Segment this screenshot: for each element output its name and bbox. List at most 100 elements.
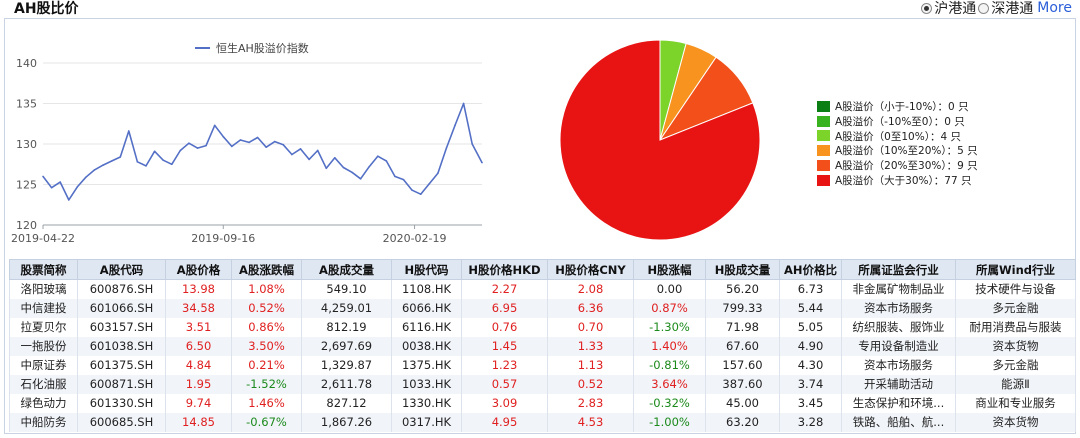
table-cell: 3.64% [633, 374, 706, 394]
column-header[interactable]: AH价格比 [779, 259, 842, 280]
table-cell: 1,329.87 [301, 355, 392, 375]
table-row[interactable]: 中原证券 601375.SH 4.84 0.21% 1,329.87 1375.HK 1.2… [9, 355, 1076, 375]
data-point [273, 140, 276, 143]
premium-distribution-pie-chart [559, 39, 761, 241]
table-cell[interactable]: 石化油服 [9, 374, 78, 394]
data-point [188, 142, 190, 144]
table-cell[interactable]: 0317.HK [391, 412, 462, 432]
table-cell[interactable]: 0038.HK [391, 336, 462, 356]
table-cell[interactable]: 603157.SH [77, 317, 166, 337]
legend-swatch [817, 100, 830, 112]
table-cell: 0.52% [231, 298, 302, 318]
table-cell: 2.08 [547, 279, 634, 299]
x-tick-label: 2019-09-16 [191, 232, 255, 245]
column-header[interactable]: H股代码 [391, 259, 462, 280]
table-cell: 67.60 [705, 336, 780, 356]
pie-slice[interactable] [559, 39, 761, 241]
table-cell: 56.20 [705, 279, 780, 299]
legend-item[interactable]: A股溢价（0至10%）：4 只 [817, 129, 978, 144]
data-point [162, 159, 164, 161]
table-row[interactable]: 中信建投 601066.SH 34.58 0.52% 4,259.01 6066.HK 6.… [9, 298, 1076, 318]
legend-label: A股溢价（大于30%）：77 只 [835, 174, 972, 187]
table-cell: 资本市场服务 [841, 355, 956, 375]
data-point [42, 175, 44, 178]
column-header[interactable]: 股票简称 [9, 259, 78, 280]
legend-item[interactable]: A股溢价（小于-10%）：0 只 [817, 99, 978, 114]
table-cell: 3.51 [165, 317, 232, 337]
table-header-row: 股票简称 A股代码 A股价格 A股涨跌幅 A股成交量 H股代码 H股价格HKD H股价格CNY… [9, 259, 1076, 280]
table-cell[interactable]: 1330.HK [391, 393, 462, 413]
table-cell[interactable]: 600876.SH [77, 279, 166, 299]
table-cell[interactable]: 1108.HK [391, 279, 462, 299]
data-point [359, 178, 362, 180]
legend-label: A股溢价（10%至20%）：5 只 [835, 145, 978, 158]
table-cell: 1,867.26 [301, 412, 392, 432]
table-cell[interactable]: 1375.HK [391, 355, 462, 375]
legend-item[interactable]: A股溢价（10%至20%）：5 只 [817, 143, 978, 158]
table-row[interactable]: 一拖股份 601038.SH 6.50 3.50% 2,697.69 0038.HK 1.4… [9, 336, 1076, 356]
table-row[interactable]: 拉夏贝尔 603157.SH 3.51 0.86% 812.19 6116.HK 0.76 0… [9, 317, 1076, 337]
table-row[interactable]: 绿色动力 601330.SH 9.74 1.46% 827.12 1330.HK 3.09 2… [9, 393, 1076, 413]
radio-unselected-icon[interactable] [978, 2, 990, 14]
legend-item[interactable]: A股溢价（20%至30%）：9 只 [817, 158, 978, 173]
table-row[interactable]: 石化油服 600871.SH 1.95 -1.52% 2,611.78 1033.HK 0.… [9, 374, 1076, 394]
table-row[interactable]: 洛阳玻璃 600876.SH 13.98 1.08% 549.10 1108.HK 2.27… [9, 279, 1076, 299]
data-point [205, 144, 207, 147]
data-point [239, 139, 242, 141]
table-cell[interactable]: 1033.HK [391, 374, 462, 394]
table-cell: 0.21% [231, 355, 302, 375]
table-cell[interactable]: 6116.HK [391, 317, 462, 337]
line-legend-label: 恒生AH股溢价指数 [216, 41, 309, 55]
table-cell[interactable]: 中船防务 [9, 412, 78, 432]
legend-item[interactable]: A股溢价（-10%至0）：0 只 [817, 114, 978, 129]
radio-selected-icon[interactable] [921, 2, 933, 14]
table-cell[interactable]: 拉夏贝尔 [9, 317, 78, 337]
column-header[interactable]: H股涨幅 [633, 259, 706, 280]
data-point [59, 181, 61, 183]
radio-shanghai-connect[interactable]: 沪港通 [921, 0, 976, 18]
column-header[interactable]: A股涨跌幅 [231, 259, 302, 280]
more-link[interactable]: More [1037, 0, 1072, 16]
data-point [76, 186, 79, 188]
data-point [153, 150, 156, 153]
legend-label: A股溢价（小于-10%）：0 只 [835, 100, 969, 113]
table-cell[interactable]: 6066.HK [391, 298, 462, 318]
column-header[interactable]: A股代码 [77, 259, 166, 280]
table-cell[interactable]: 一拖股份 [9, 336, 78, 356]
table-cell[interactable]: 601038.SH [77, 336, 166, 356]
data-point [67, 199, 70, 201]
table-cell: 非金属矿物制品业 [841, 279, 956, 299]
table-cell[interactable]: 洛阳玻璃 [9, 279, 78, 299]
table-cell: 多元金融 [955, 298, 1076, 318]
table-cell: 4.30 [779, 355, 842, 375]
column-header[interactable]: H股成交量 [705, 259, 780, 280]
column-header[interactable]: 所属Wind行业 [955, 259, 1076, 280]
table-cell: 0.76 [461, 317, 548, 337]
table-cell: 技术硬件与设备 [955, 279, 1076, 299]
column-header[interactable]: A股成交量 [301, 259, 392, 280]
legend-swatch [817, 130, 830, 142]
table-cell[interactable]: 中原证券 [9, 355, 78, 375]
legend-item[interactable]: A股溢价（大于30%）：77 只 [817, 173, 978, 188]
column-header[interactable]: A股价格 [165, 259, 232, 280]
table-cell: 0.57 [461, 374, 548, 394]
table-cell[interactable]: 600871.SH [77, 374, 166, 394]
table-cell[interactable]: 600685.SH [77, 412, 166, 432]
data-point [351, 171, 353, 174]
column-header[interactable]: H股价格HKD [461, 259, 548, 280]
table-cell[interactable]: 601066.SH [77, 298, 166, 318]
table-cell: 63.20 [705, 412, 780, 432]
table-row[interactable]: 中船防务 600685.SH 14.85 -0.67% 1,867.26 0317.HK 4… [9, 412, 1076, 432]
table-cell: 2.83 [547, 393, 634, 413]
table-cell: -1.00% [633, 412, 706, 432]
column-header[interactable]: 所属证监会行业 [841, 259, 956, 280]
table-cell[interactable]: 绿色动力 [9, 393, 78, 413]
column-header[interactable]: H股价格CNY [547, 259, 634, 280]
table-cell[interactable]: 中信建投 [9, 298, 78, 318]
radio-shenzhen-connect[interactable]: 深港通 [978, 0, 1033, 18]
table-cell[interactable]: 601330.SH [77, 393, 166, 413]
table-cell[interactable]: 601375.SH [77, 355, 166, 375]
table-cell: 1.08% [231, 279, 302, 299]
table-cell: 1.40% [633, 336, 706, 356]
table-cell: 4.90 [779, 336, 842, 356]
